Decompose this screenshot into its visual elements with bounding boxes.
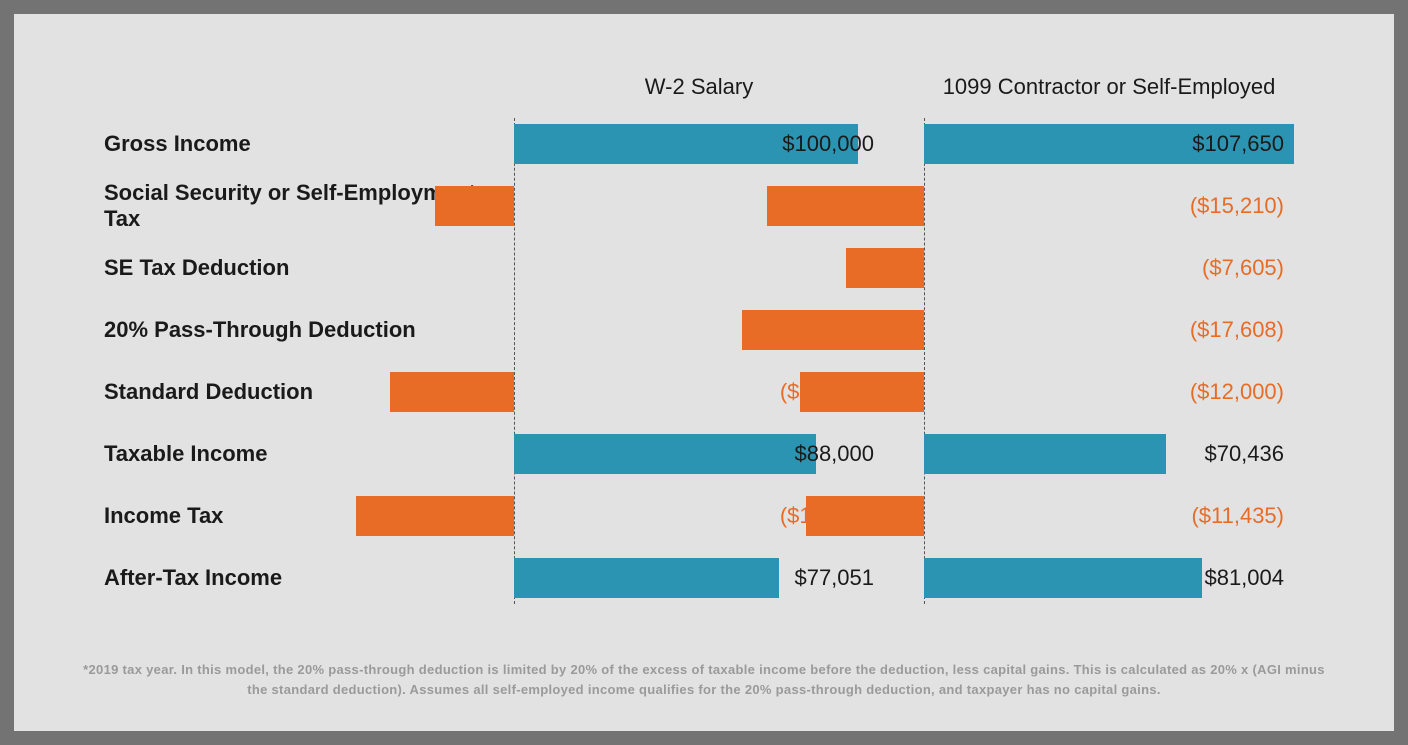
chart-rows: Gross Income $100,000 $107,650 Social Secur… (74, 118, 1334, 604)
row-label: 20% Pass-Through Deduction (74, 317, 514, 343)
row-label: After-Tax Income (74, 565, 514, 591)
negative-bar (767, 186, 924, 226)
value-label: $88,000 (794, 441, 874, 467)
chart-row: Standard Deduction($12,000)($12,000) (74, 366, 1334, 418)
value-label: ($17,608) (1190, 317, 1284, 343)
chart-cell: $81,004 (924, 552, 1294, 604)
negative-bar (800, 372, 924, 412)
chart-row: Income Tax($15,300)($11,435) (74, 490, 1334, 542)
positive-bar (514, 434, 816, 474)
value-label: $70,436 (1204, 441, 1284, 467)
chart-area: W-2 Salary 1099 Contractor or Self-Emplo… (74, 74, 1334, 604)
chart-cell: $77,051 (514, 552, 884, 604)
row-label: Taxable Income (74, 441, 514, 467)
chart-row: SE Tax Deduction$0 ($7,605) (74, 242, 1334, 294)
chart-row: Taxable Income $88,000 $70,436 (74, 428, 1334, 480)
value-label: $100,000 (782, 131, 874, 157)
negative-bar (846, 248, 924, 288)
row-label: Gross Income (74, 131, 514, 157)
chart-cell: $70,436 (924, 428, 1294, 480)
negative-bar (390, 372, 514, 412)
chart-cell: $88,000 (514, 428, 884, 480)
value-label: ($7,605) (1202, 255, 1284, 281)
chart-cell: $100,000 (514, 118, 884, 170)
chart-row: Gross Income $100,000 $107,650 (74, 118, 1334, 170)
value-label: ($15,210) (1190, 193, 1284, 219)
chart-card: W-2 Salary 1099 Contractor or Self-Emplo… (14, 14, 1394, 731)
positive-bar (924, 558, 1202, 598)
positive-bar (514, 558, 779, 598)
negative-bar (806, 496, 924, 536)
value-label: $77,051 (794, 565, 874, 591)
value-label: $107,650 (1192, 131, 1284, 157)
negative-bar (435, 186, 514, 226)
positive-bar (924, 434, 1166, 474)
row-label: SE Tax Deduction (74, 255, 514, 281)
value-label: ($12,000) (1190, 379, 1284, 405)
value-label: ($11,435) (1191, 503, 1284, 529)
chart-cell: $0 (514, 242, 884, 294)
chart-row: Social Security or Self-Employment Tax($… (74, 180, 1334, 232)
column-header-se: 1099 Contractor or Self-Employed (924, 74, 1294, 100)
chart-cell: ($11,435) (924, 490, 1294, 542)
chart-cell: ($15,210) (924, 180, 1294, 232)
chart-row: 20% Pass-Through Deduction$0($17,608) (74, 304, 1334, 356)
chart-cell: $107,650 (924, 118, 1294, 170)
column-headers: W-2 Salary 1099 Contractor or Self-Emplo… (74, 74, 1334, 100)
chart-cell: ($7,605) (924, 242, 1294, 294)
value-label: $81,004 (1204, 565, 1284, 591)
chart-row: After-Tax Income $77,051 $81,004 (74, 552, 1334, 604)
chart-cell: ($12,000) (924, 366, 1294, 418)
chart-cell: ($17,608) (924, 304, 1294, 356)
footnote: *2019 tax year. In this model, the 20% p… (74, 660, 1334, 699)
negative-bar (356, 496, 514, 536)
negative-bar (742, 310, 924, 350)
column-header-w2: W-2 Salary (514, 74, 884, 100)
